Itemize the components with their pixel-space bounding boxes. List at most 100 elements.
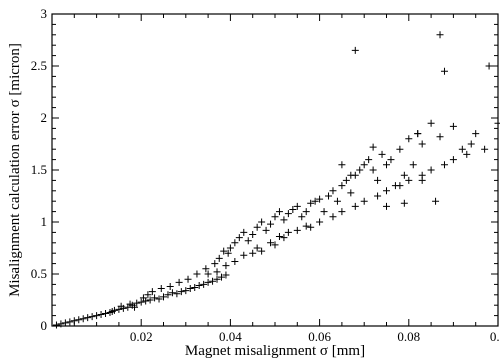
data-point [414,130,422,138]
data-point [217,273,225,281]
data-point [378,150,386,158]
data-point [213,268,221,276]
data-point [467,140,475,148]
data-point [284,210,292,218]
data-point [133,299,141,307]
data-point [427,166,435,174]
data-point [70,317,78,325]
data-point [351,46,359,54]
data-point [137,298,145,306]
data-point [293,226,301,234]
data-point [61,319,69,327]
y-axis-title: Misalignment calculation error σ [micron… [7,43,23,297]
data-point [383,161,390,169]
x-tick-label: 0.04 [219,329,242,344]
data-point [293,202,301,210]
y-tick-label: 0 [41,318,48,333]
data-point [485,62,493,70]
data-point [347,171,355,179]
data-point [275,208,283,216]
data-point [351,202,359,210]
data-point [383,187,390,195]
data-point [249,249,257,257]
data-point [280,234,288,242]
data-point [481,145,489,153]
data-point [302,208,310,216]
data-point [325,192,333,200]
data-point [338,208,346,216]
data-point [126,300,134,308]
data-point [164,291,172,299]
data-point [472,130,480,138]
data-point [338,182,346,190]
data-point [191,284,199,292]
data-point [231,258,239,266]
data-point [347,189,355,197]
data-point [240,228,248,236]
data-point [387,156,395,164]
data-point [102,310,110,318]
data-point [173,290,181,298]
data-point [280,216,288,224]
data-point [231,239,239,247]
data-point [84,314,92,322]
x-tick-label: 0.1 [490,329,500,344]
data-points [52,31,500,329]
data-point [311,197,319,205]
data-point [432,197,440,205]
data-point [193,270,201,278]
data-point [209,277,217,285]
data-point [258,247,266,255]
data-point [369,143,377,151]
data-point [418,176,426,184]
data-point [160,293,167,301]
data-point [271,241,279,249]
x-axis-title: Magnet misalignment σ [mm] [185,343,365,359]
data-point [356,166,364,174]
y-tick-label: 1.5 [31,162,47,177]
y-tick-label: 2 [41,110,48,125]
data-point [458,145,466,153]
data-point [449,156,457,164]
data-point [253,223,261,231]
data-point [262,226,270,234]
data-point [57,320,65,328]
data-point [235,234,243,242]
data-point [400,171,408,179]
data-point [267,220,275,228]
data-point [157,285,165,293]
data-point [226,244,234,252]
data-point [338,161,346,169]
data-point [400,199,408,207]
data-point [186,285,194,293]
data-point [405,135,413,143]
data-point [427,119,435,127]
data-point [329,187,337,195]
data-point [220,247,228,255]
data-point [222,271,230,279]
data-point [213,275,221,283]
data-point [275,233,283,241]
data-point [396,182,404,190]
data-point [409,161,417,169]
data-point [365,156,373,164]
data-point [298,213,306,221]
data-point [184,275,192,283]
data-point [440,67,448,75]
data-point [244,237,252,245]
data-point [97,311,105,319]
data-point [253,244,261,252]
data-point [449,122,457,130]
data-point [151,294,159,302]
data-point [307,199,315,207]
data-point [494,119,500,127]
data-point [93,312,101,320]
data-point [204,278,212,286]
data-point [215,254,223,262]
data-point [405,176,413,184]
y-tick-label: 2.5 [31,58,47,73]
data-point [240,251,248,259]
x-tick-label: 0.06 [308,329,331,344]
data-point [195,281,203,289]
